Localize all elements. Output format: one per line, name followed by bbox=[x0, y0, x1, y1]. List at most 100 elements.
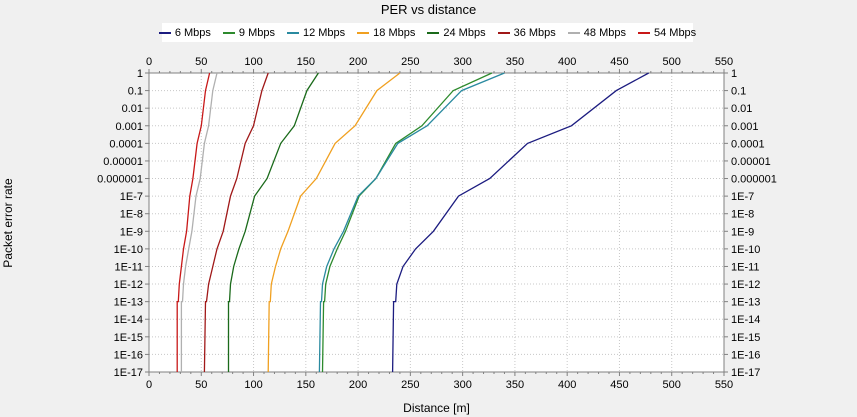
series-lines bbox=[176, 72, 650, 373]
legend-swatch bbox=[497, 31, 510, 34]
legend-label: 54 Mbps bbox=[653, 26, 697, 39]
legend-swatch bbox=[427, 31, 440, 34]
y-tick-label-right: 0.001 bbox=[731, 121, 759, 133]
x-tick-label-top: 50 bbox=[195, 56, 207, 68]
y-tick-label-left: 1E-12 bbox=[114, 279, 143, 291]
y-tick-label-left: 1E-7 bbox=[120, 191, 143, 203]
axes: 0 0 50 50 100 100 150 150 200 200 250 250 300 300 350 3… bbox=[97, 56, 777, 391]
series-line-24-mbps bbox=[227, 72, 319, 372]
y-tick-label-right: 0.01 bbox=[731, 103, 752, 115]
y-tick-label-left: 1E-10 bbox=[114, 244, 143, 256]
y-tick-label-left: 1E-15 bbox=[114, 332, 143, 344]
y-tick-label-right: 1 bbox=[731, 68, 737, 80]
x-tick-label-bottom: 400 bbox=[558, 379, 576, 391]
y-tick-label-right: 0.00001 bbox=[731, 156, 771, 168]
y-tick-label-left: 0.1 bbox=[128, 86, 143, 98]
legend-swatch bbox=[637, 31, 650, 34]
x-tick-label-bottom: 350 bbox=[506, 379, 524, 391]
series-line-36-mbps bbox=[203, 72, 269, 373]
y-tick-label-right: 0.0001 bbox=[731, 138, 765, 150]
y-tick-label-right: 1E-16 bbox=[731, 349, 760, 361]
x-tick-label-bottom: 500 bbox=[663, 379, 681, 391]
x-tick-label-bottom: 250 bbox=[401, 379, 419, 391]
series-line-54-mbps bbox=[176, 72, 211, 372]
legend-item: 48 Mbps bbox=[567, 26, 626, 39]
x-tick-label-top: 0 bbox=[146, 56, 152, 68]
legend-item: 18 Mbps bbox=[357, 27, 415, 39]
y-tick-label-right: 1E-13 bbox=[731, 297, 760, 309]
y-axis-title: Packet error rate bbox=[1, 178, 15, 268]
y-tick-label-right: 1E-10 bbox=[731, 244, 760, 256]
y-tick-label-left: 1E-11 bbox=[114, 261, 143, 273]
y-tick-label-right: 1E-17 bbox=[731, 367, 760, 379]
y-tick-label-left: 1E-13 bbox=[114, 297, 143, 309]
x-tick-label-bottom: 450 bbox=[610, 379, 628, 391]
legend-label: 9 Mbps bbox=[238, 26, 275, 39]
series-line-18-mbps bbox=[267, 72, 401, 373]
legend-label: 6 Mbps bbox=[174, 26, 211, 39]
y-tick-label-left: 0.0001 bbox=[109, 138, 143, 150]
y-tick-label-right: 1E-8 bbox=[731, 209, 754, 221]
y-tick-label-right: 1E-12 bbox=[731, 279, 760, 291]
legend-swatch bbox=[567, 31, 580, 34]
x-tick-label-top: 300 bbox=[453, 56, 471, 68]
chart-title: PER vs distance bbox=[380, 2, 477, 17]
legend-swatch bbox=[222, 31, 235, 34]
y-tick-label-right: 0.1 bbox=[731, 86, 746, 98]
x-tick-label-top: 250 bbox=[401, 56, 419, 68]
y-tick-label-left: 1E-14 bbox=[114, 314, 143, 326]
series-line-12-mbps bbox=[318, 72, 505, 373]
series-line-48-mbps bbox=[180, 72, 218, 372]
legend-label: 18 Mbps bbox=[373, 26, 416, 39]
legend-item: 12 Mbps bbox=[286, 26, 346, 39]
x-tick-label-top: 100 bbox=[244, 56, 262, 68]
y-tick-label-left: 0.001 bbox=[115, 121, 143, 133]
y-tick-label-right: 1E-14 bbox=[731, 314, 760, 326]
legend-item: 54 Mbps bbox=[637, 26, 697, 39]
x-axis-title: Distance [m] bbox=[403, 401, 470, 415]
y-tick-label-left: 1E-8 bbox=[120, 209, 143, 221]
x-tick-label-bottom: 50 bbox=[195, 379, 207, 391]
x-tick-label-bottom: 150 bbox=[297, 379, 315, 391]
series-line-6-mbps bbox=[391, 72, 650, 373]
x-tick-label-bottom: 200 bbox=[349, 379, 367, 391]
legend-item: 36 Mbps bbox=[497, 26, 556, 39]
y-tick-label-right: 1E-11 bbox=[731, 261, 760, 273]
legend-item: 24 Mbps bbox=[427, 26, 486, 39]
legend-label: 48 Mbps bbox=[583, 26, 626, 39]
y-tick-label-right: 0.000001 bbox=[731, 174, 777, 186]
x-tick-label-top: 200 bbox=[349, 56, 367, 68]
legend-label: 36 Mbps bbox=[513, 26, 556, 39]
y-tick-label-right: 1E-15 bbox=[731, 332, 760, 344]
x-tick-label-top: 550 bbox=[715, 56, 733, 68]
legend-item: 6 Mbps bbox=[158, 26, 211, 39]
plot-background bbox=[149, 73, 724, 372]
y-tick-label-left: 0.01 bbox=[122, 103, 143, 115]
legend-swatch bbox=[158, 31, 171, 34]
y-tick-label-left: 0.000001 bbox=[97, 174, 143, 186]
plot-area-border bbox=[148, 72, 725, 373]
x-tick-label-top: 150 bbox=[297, 56, 315, 68]
x-tick-label-top: 400 bbox=[558, 56, 576, 68]
x-tick-label-top: 500 bbox=[663, 56, 681, 68]
x-tick-label-top: 350 bbox=[506, 56, 524, 68]
x-tick-label-bottom: 550 bbox=[715, 379, 733, 391]
x-tick-label-bottom: 100 bbox=[244, 379, 262, 391]
y-tick-label-left: 1E-17 bbox=[114, 367, 143, 379]
legend: 6 Mbps 9 Mbps 12 Mbps 18 Mbps 24 Mbps 36 Mbps… bbox=[158, 23, 697, 42]
legend-label: 24 Mbps bbox=[443, 26, 486, 39]
x-tick-label-bottom: 300 bbox=[453, 379, 471, 391]
legend-swatch bbox=[286, 31, 299, 34]
x-tick-label-bottom: 0 bbox=[146, 379, 152, 391]
x-tick-label-top: 450 bbox=[610, 56, 628, 68]
y-tick-label-right: 1E-9 bbox=[731, 226, 754, 238]
series-line-9-mbps bbox=[321, 72, 493, 373]
legend-item: 9 Mbps bbox=[222, 26, 275, 39]
y-tick-label-left: 1E-9 bbox=[120, 226, 143, 238]
legend-swatch bbox=[357, 31, 370, 34]
y-tick-label-left: 0.00001 bbox=[103, 156, 143, 168]
y-tick-label-left: 1E-16 bbox=[114, 349, 143, 361]
legend-label: 12 Mbps bbox=[302, 26, 346, 39]
y-tick-label-right: 1E-7 bbox=[731, 191, 754, 203]
